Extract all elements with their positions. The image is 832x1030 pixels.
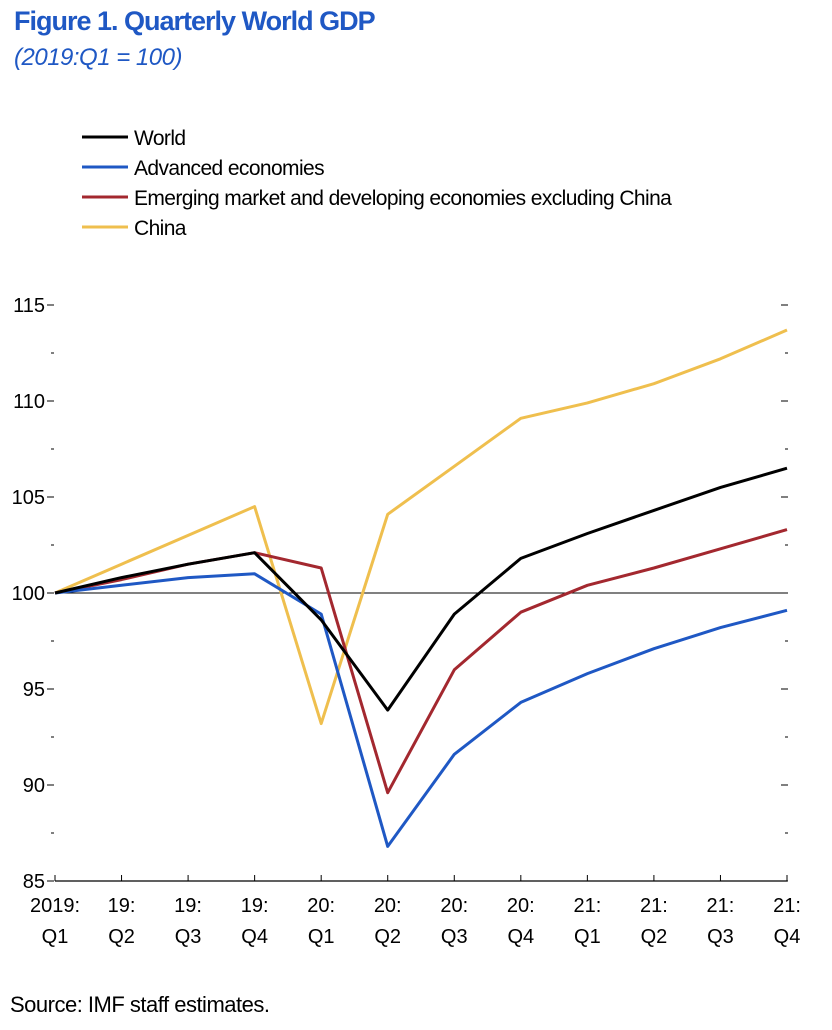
- chart-title: Figure 1. Quarterly World GDP: [14, 6, 376, 36]
- chart-legend: World Advanced economies Emerging market a…: [82, 127, 673, 240]
- x-tick-label-quarter: Q2: [374, 926, 401, 948]
- x-tick-label-year: 21:: [773, 895, 801, 917]
- x-tick-label-year: 20:: [440, 895, 468, 917]
- x-tick-label-year: 2019:: [30, 895, 80, 917]
- x-tick-label-quarter: Q4: [774, 926, 801, 948]
- legend-label: Advanced economies: [134, 157, 324, 180]
- series-line-1: [54, 572, 788, 848]
- x-tick-label-year: 21:: [707, 895, 735, 917]
- x-tick-label-year: 20:: [307, 895, 335, 917]
- x-tick-label-quarter: Q4: [507, 926, 534, 948]
- x-tick-label-year: 19:: [241, 895, 269, 917]
- chart-axes: 85 90 95 100 105 110 115 2019: Q1 19: Q2 19: Q3 19: Q4…: [12, 295, 801, 948]
- y-tick-label: 105: [12, 487, 45, 509]
- y-tick-label: 115: [13, 295, 45, 317]
- x-tick-label-quarter: Q4: [241, 926, 268, 948]
- x-tick-label-quarter: Q1: [42, 926, 69, 948]
- legend-label: World: [134, 127, 185, 150]
- x-tick-label-year: 19:: [108, 895, 136, 917]
- series-line-3: [54, 328, 788, 726]
- x-tick-label-quarter: Q2: [641, 926, 668, 948]
- y-tick-label: 90: [23, 775, 45, 797]
- x-tick-label-quarter: Q3: [707, 926, 734, 948]
- chart-series: [54, 328, 788, 848]
- x-tick-label-year: 21:: [573, 895, 601, 917]
- series-line-0: [54, 466, 788, 712]
- y-tick-label: 95: [23, 679, 45, 701]
- y-tick-label: 100: [12, 583, 45, 605]
- source-note: Source: IMF staff estimates.: [10, 992, 270, 1017]
- y-tick-label: 85: [23, 871, 45, 893]
- legend-label: Emerging market and developing economies…: [134, 187, 672, 210]
- x-tick-label-year: 21:: [640, 895, 668, 917]
- x-tick-label-quarter: Q3: [175, 926, 202, 948]
- x-tick-label-year: 20:: [374, 895, 402, 917]
- legend-label: China: [134, 217, 187, 240]
- chart-subtitle: (2019:Q1 = 100): [14, 44, 182, 71]
- x-tick-label-quarter: Q1: [308, 926, 335, 948]
- x-tick-label-quarter: Q2: [108, 926, 135, 948]
- x-tick-label-quarter: Q3: [441, 926, 468, 948]
- x-tick-label-year: 19:: [174, 895, 202, 917]
- x-tick-label-quarter: Q1: [574, 926, 601, 948]
- x-tick-label-year: 20:: [507, 895, 535, 917]
- y-tick-label: 110: [13, 391, 45, 413]
